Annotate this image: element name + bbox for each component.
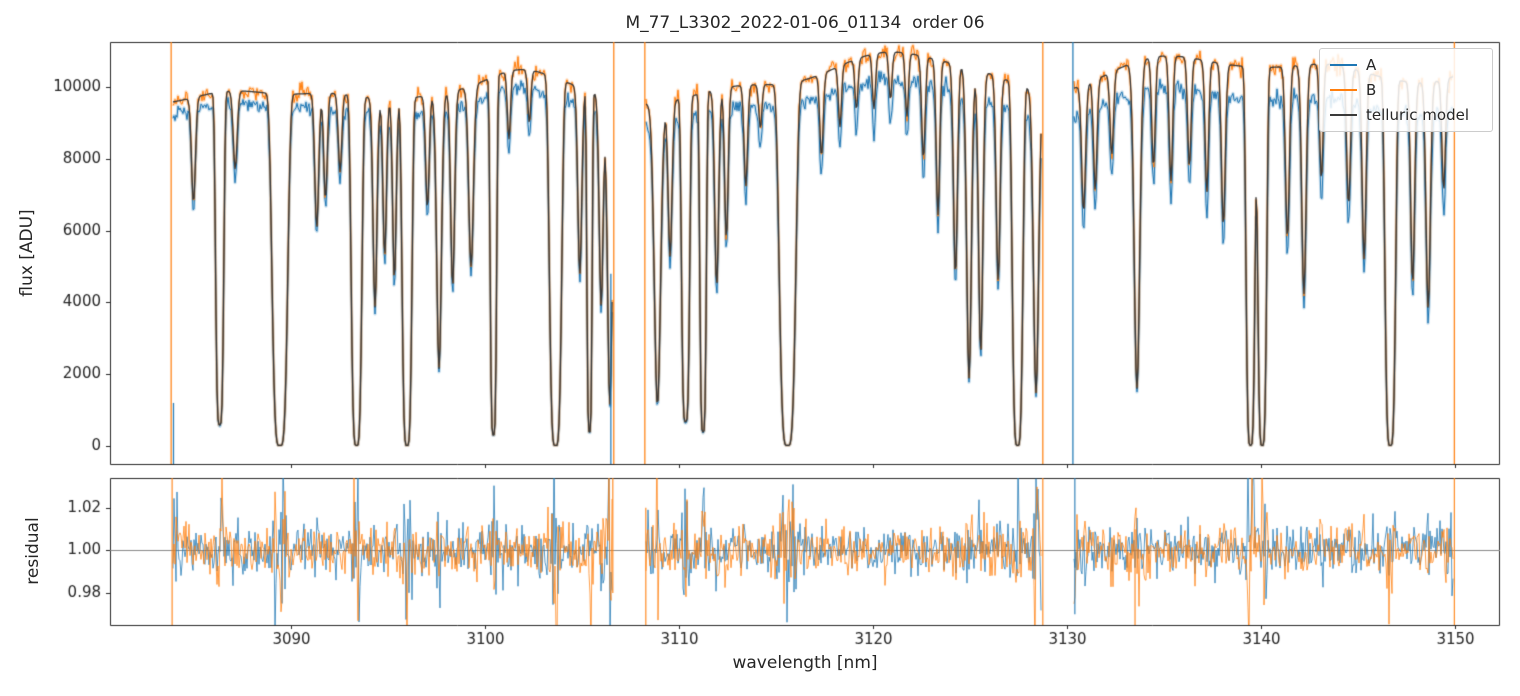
legend-entry-a: A (1330, 56, 1480, 74)
plot-title: M_77_L3302_2022-01-06_01134 order 06 (625, 13, 985, 33)
residual-axis-label: residual (23, 517, 43, 585)
flux-axis-label: flux [ADU] (17, 209, 37, 297)
legend-line-telluric-icon (1330, 114, 1357, 116)
legend-label-telluric: telluric model (1366, 106, 1470, 124)
legend-entry-telluric-model: telluric model (1330, 106, 1480, 124)
legend-line-a-icon (1330, 64, 1357, 66)
legend: A B telluric model (1319, 48, 1493, 132)
legend-label-a: A (1366, 56, 1377, 74)
legend-line-b-icon (1330, 89, 1357, 91)
legend-entry-b: B (1330, 81, 1480, 99)
wavelength-axis-label: wavelength [nm] (732, 653, 878, 673)
legend-label-b: B (1366, 81, 1377, 99)
